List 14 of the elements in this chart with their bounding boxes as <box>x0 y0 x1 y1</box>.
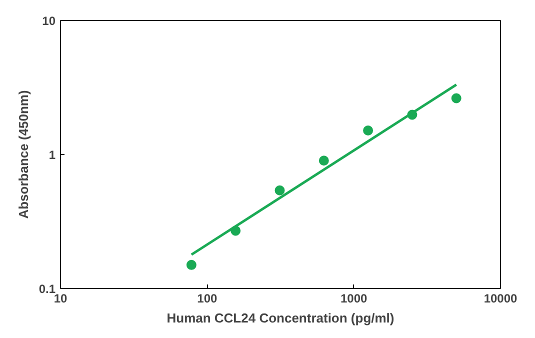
y-tick-label: 0.1 <box>38 282 56 296</box>
point <box>451 93 462 104</box>
point <box>363 126 374 136</box>
y-axis-title: Absorbance (450nm) <box>16 90 31 219</box>
x-tick-label: 1000 <box>340 292 368 306</box>
x-tick-label: 100 <box>197 292 218 306</box>
point <box>186 260 196 270</box>
x-tick-label: 10 <box>54 292 68 306</box>
point <box>318 156 329 166</box>
x-tick-label: 10000 <box>484 292 518 306</box>
x-axis-title: Human CCL24 Concentration (pg/ml) <box>166 310 394 326</box>
y-tick-label: 10 <box>42 14 56 28</box>
y-tick-label: 1 <box>48 148 56 162</box>
point <box>274 185 285 196</box>
